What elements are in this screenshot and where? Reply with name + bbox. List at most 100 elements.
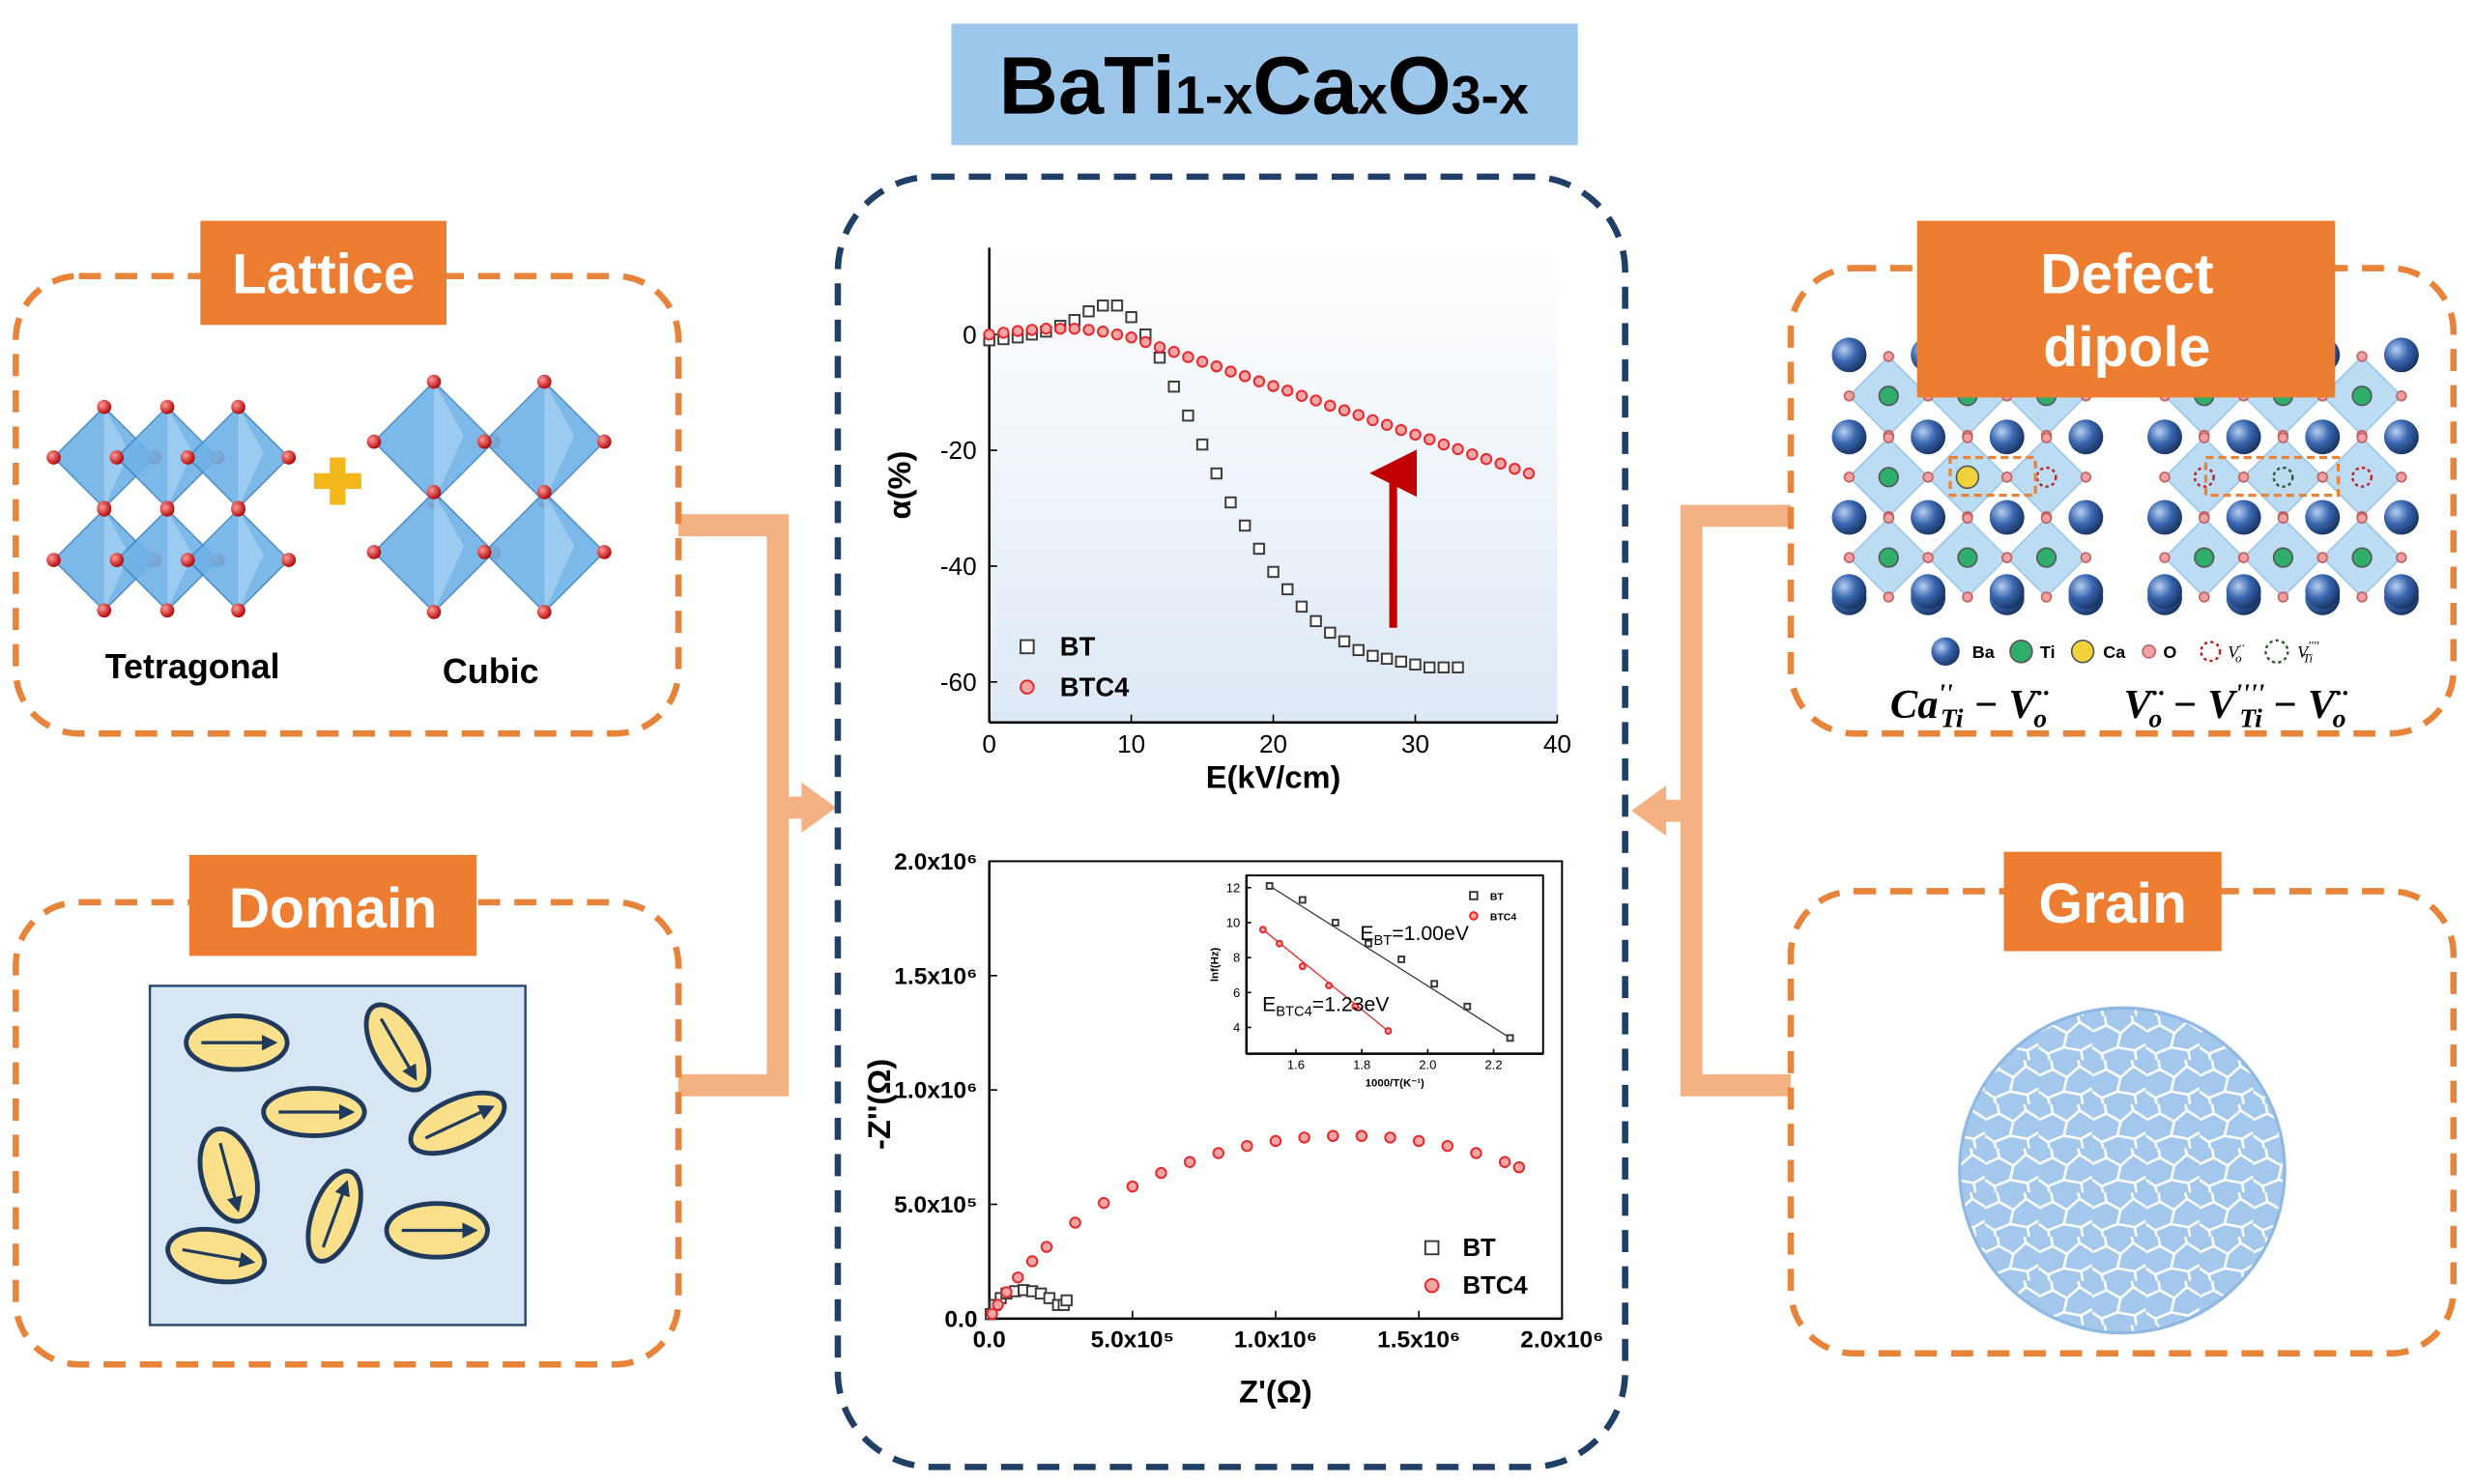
y-tick-label: 5.0x10⁵ — [894, 1192, 977, 1218]
marker-circle — [1241, 1139, 1253, 1153]
x-axis-label: E(kV/cm) — [1206, 759, 1341, 795]
x-tick-label: 1.8 — [1353, 1057, 1370, 1071]
sym: V — [2228, 642, 2240, 662]
f-sup: '''' — [2235, 679, 2265, 709]
marker-circle — [1352, 409, 1365, 421]
panel-title-box — [188, 854, 477, 956]
marker-square — [1043, 1292, 1056, 1304]
f-sup: ·· — [2335, 679, 2348, 709]
legend-label: BT — [1462, 1235, 1496, 1262]
domain-arrow — [321, 1180, 350, 1248]
vacancy-legend: V·· o — [2228, 639, 2245, 666]
marker-square — [1423, 661, 1436, 674]
oxygen — [97, 603, 112, 618]
marker-square — [1182, 409, 1194, 422]
title-part: BaTi — [999, 40, 1175, 131]
vacancy-legend: V'''' Ti — [2297, 639, 2318, 666]
marker-square — [1238, 519, 1251, 532]
ba-atom — [2383, 574, 2419, 610]
marker-circle — [1097, 1196, 1110, 1210]
ti-atom — [1878, 385, 1899, 407]
oxygen — [536, 485, 552, 499]
f-sub: o — [2033, 704, 2047, 734]
oxygen — [180, 450, 195, 465]
o-atom — [2396, 471, 2407, 483]
oxygen — [109, 450, 125, 465]
title-sub: 1-x — [1175, 66, 1252, 126]
oxygen — [426, 605, 442, 619]
marker-circle — [1325, 982, 1333, 989]
o-atom — [1962, 591, 1973, 603]
oxygen — [476, 545, 492, 559]
marker-circle — [1295, 389, 1309, 402]
sym-sub: Ti — [2303, 651, 2314, 666]
oxygen — [231, 502, 245, 517]
marker-square — [1060, 1294, 1073, 1307]
ba-atom — [2068, 499, 2104, 535]
ba-atom — [2147, 419, 2182, 455]
octahedron-face — [167, 407, 193, 508]
plus — [313, 457, 361, 505]
o-atom — [1922, 471, 1934, 483]
marker-circle — [1110, 328, 1124, 341]
marker-circle — [1155, 1166, 1167, 1180]
o-atom — [1843, 552, 1856, 563]
defect-title: dipole — [2043, 316, 2210, 379]
marker-circle — [1437, 438, 1451, 451]
ba-atom — [1831, 419, 1867, 455]
legend-label: BT — [1490, 893, 1505, 903]
ba-atom — [1911, 499, 1946, 535]
marker-circle — [1183, 1156, 1196, 1168]
dipole-box — [2203, 455, 2341, 498]
domain-arrow — [218, 1142, 243, 1213]
f-sup: '' — [1938, 679, 1953, 709]
marker-circle — [1269, 1134, 1282, 1148]
title-box — [951, 23, 1578, 146]
ba-atom — [2226, 574, 2261, 610]
title-part: O — [1388, 40, 1452, 131]
o-atom — [2199, 591, 2210, 603]
marker-square — [1437, 661, 1451, 674]
sym-sup: '''' — [2308, 639, 2318, 653]
defect-formula: Ca'' Ti − V·· o — [1890, 679, 2050, 734]
f: V — [2124, 682, 2155, 728]
octahedron-face — [167, 509, 193, 611]
o-atom — [1883, 351, 1894, 362]
f-sub: o — [2333, 704, 2346, 734]
ba-atom — [2226, 419, 2261, 455]
ba-atom — [2068, 419, 2104, 455]
x-tick-label: 10 — [1117, 729, 1145, 758]
annotation: EBT=1.00eV — [1360, 923, 1469, 949]
marker-circle — [1000, 1286, 1013, 1298]
marker-square — [1424, 1240, 1440, 1256]
marker-circle — [1210, 359, 1223, 373]
marker-circle — [1384, 1027, 1393, 1036]
marker-circle — [1424, 1277, 1440, 1294]
f: − — [2162, 682, 2207, 728]
oxygen — [159, 603, 175, 618]
octahedron-face — [433, 382, 464, 502]
f-sub: Ti — [2239, 704, 2262, 734]
oxygen — [281, 553, 297, 567]
marker-square — [1430, 980, 1439, 988]
ba-atom — [2305, 419, 2341, 455]
y-tick-label: 1.0x10⁶ — [894, 1078, 977, 1104]
oxygen — [596, 434, 612, 449]
y-tick-label: 1.5x10⁶ — [894, 963, 977, 989]
ba-atom — [1989, 499, 2025, 535]
marker-circle — [1355, 1129, 1368, 1142]
o-atom — [2237, 552, 2250, 563]
marker-circle — [1020, 679, 1035, 695]
marker-square — [1252, 542, 1266, 556]
f-sup: ·· — [2151, 679, 2165, 709]
atom-legend: Ti — [2040, 642, 2056, 662]
title-sub: 3-x — [1452, 66, 1529, 126]
y-tick-label: 0 — [963, 320, 977, 349]
marker-circle — [1298, 1131, 1310, 1144]
o-atom — [2396, 390, 2407, 402]
oxygen — [426, 374, 442, 389]
domain — [384, 1201, 490, 1260]
oxygen — [536, 605, 552, 619]
